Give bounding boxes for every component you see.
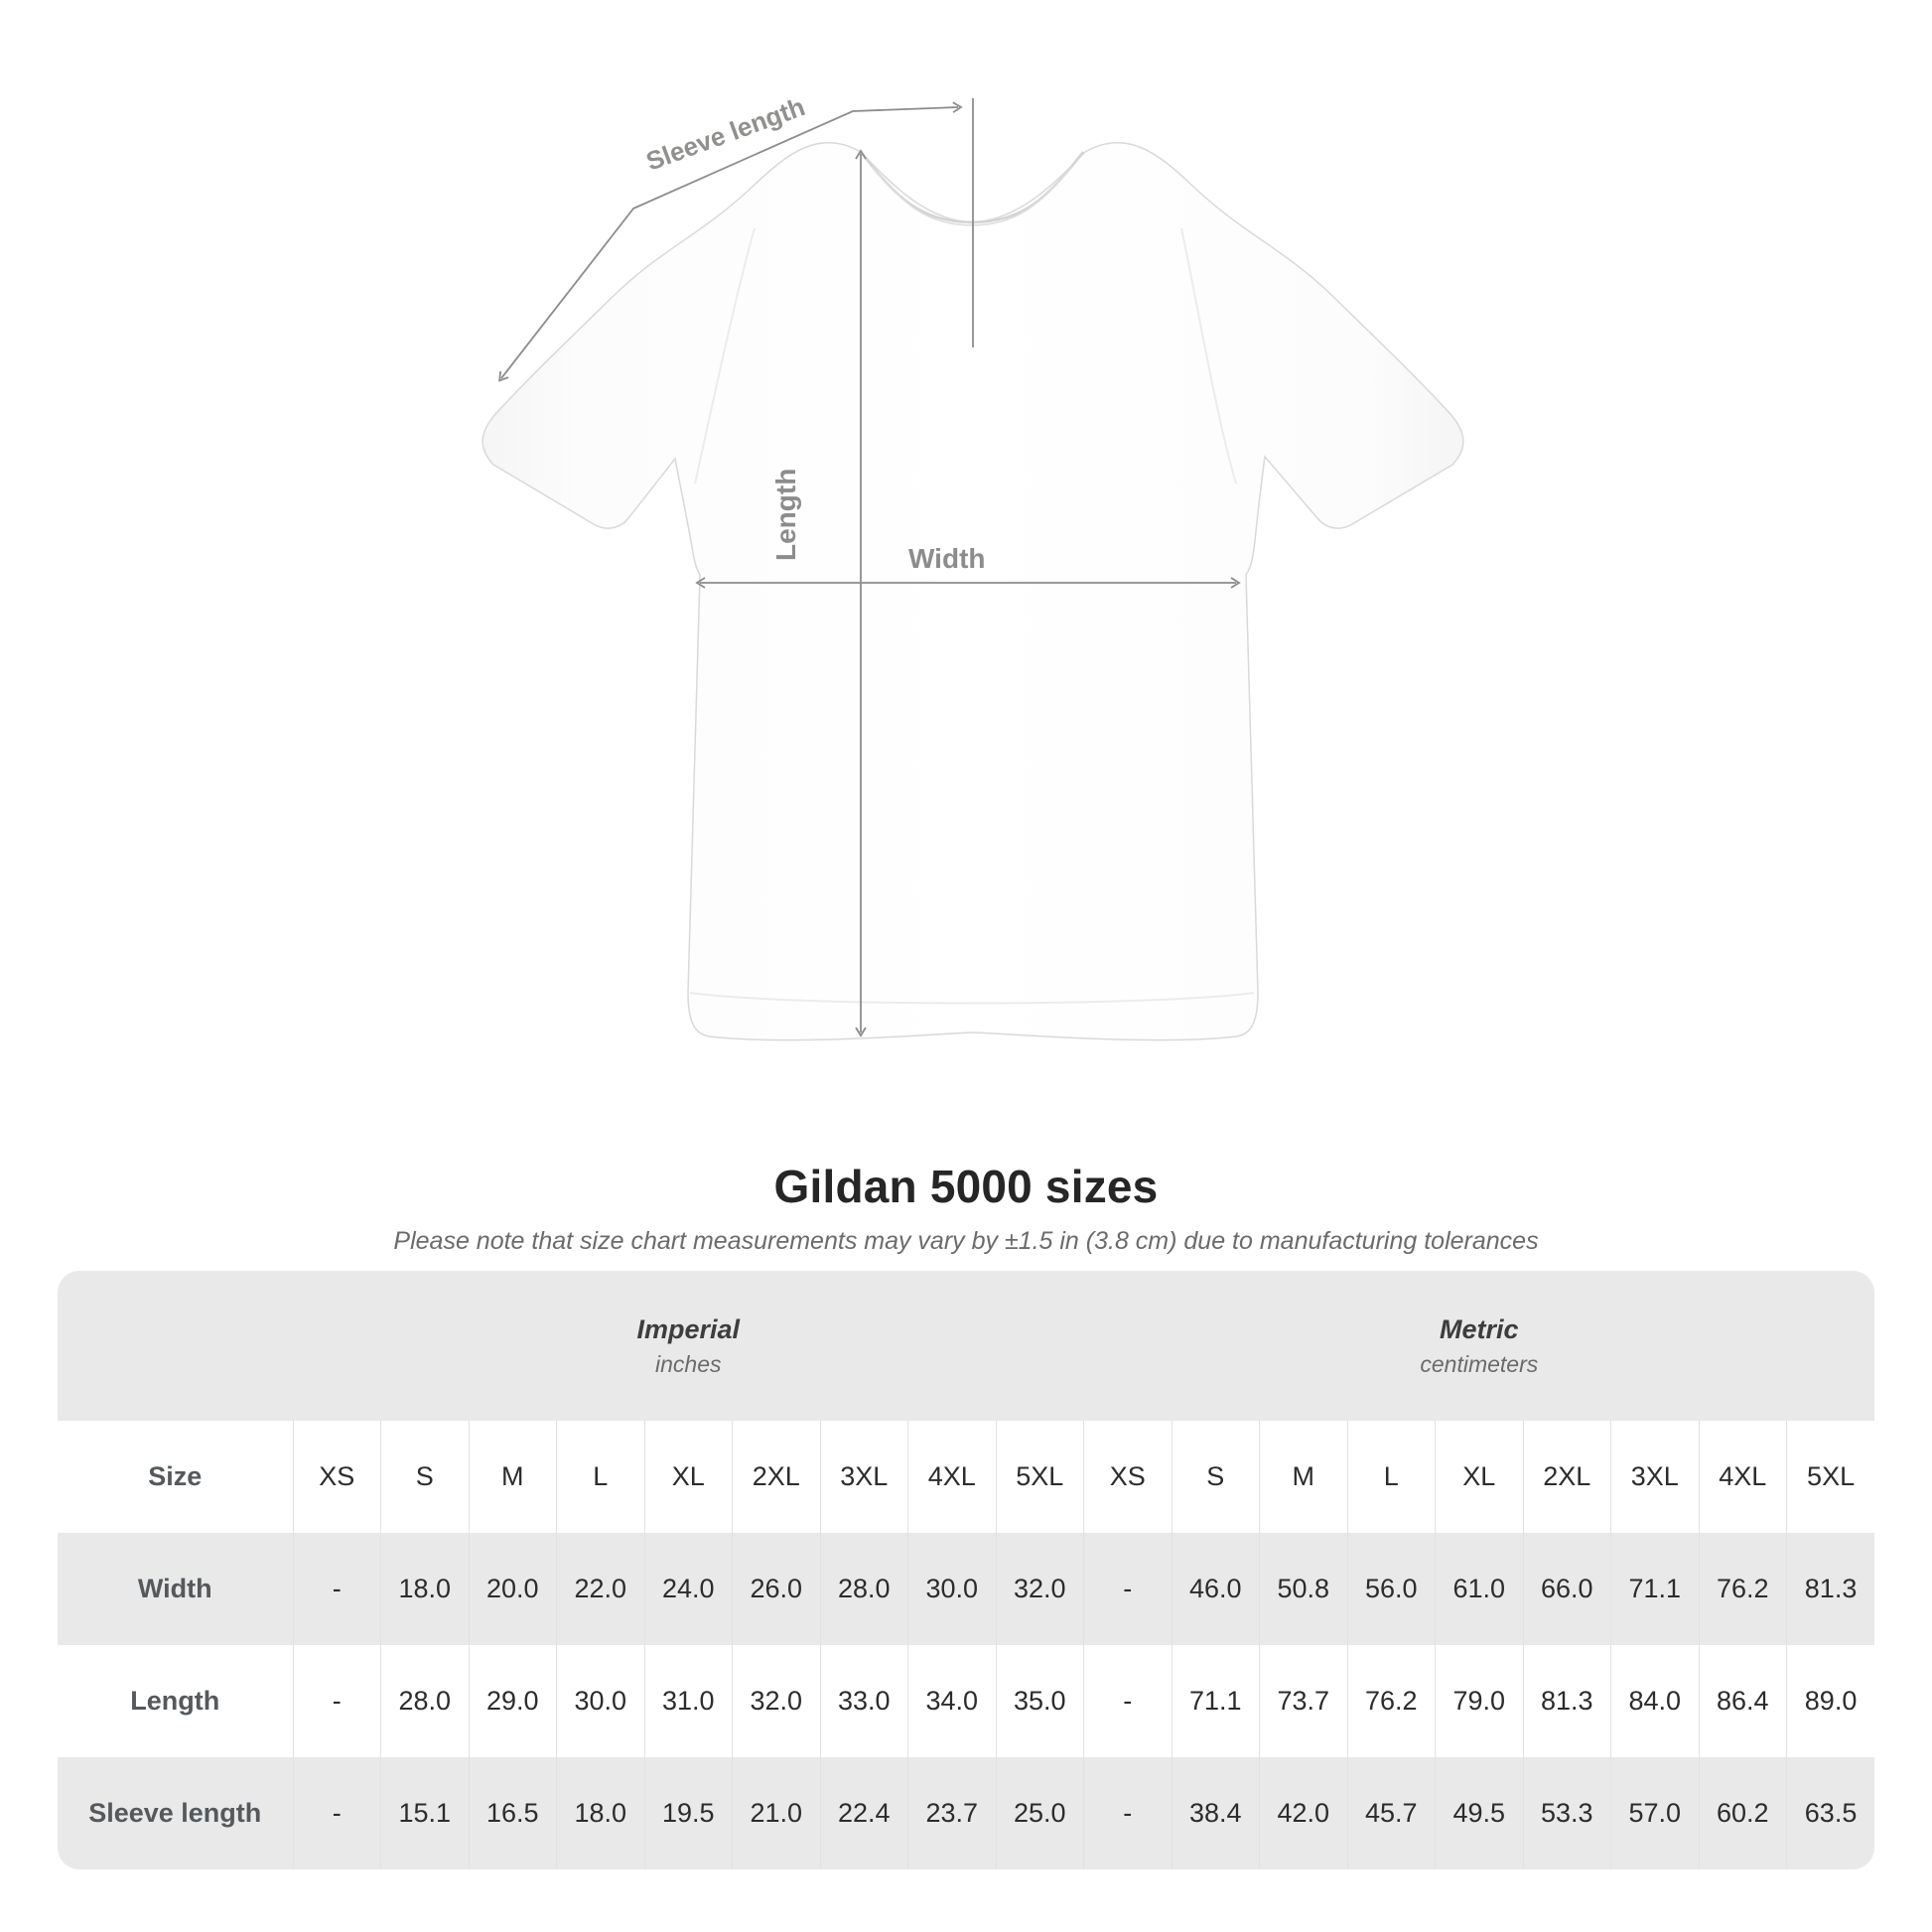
svg-text:Width: Width [908,543,986,574]
svg-text:Length: Length [770,469,801,561]
